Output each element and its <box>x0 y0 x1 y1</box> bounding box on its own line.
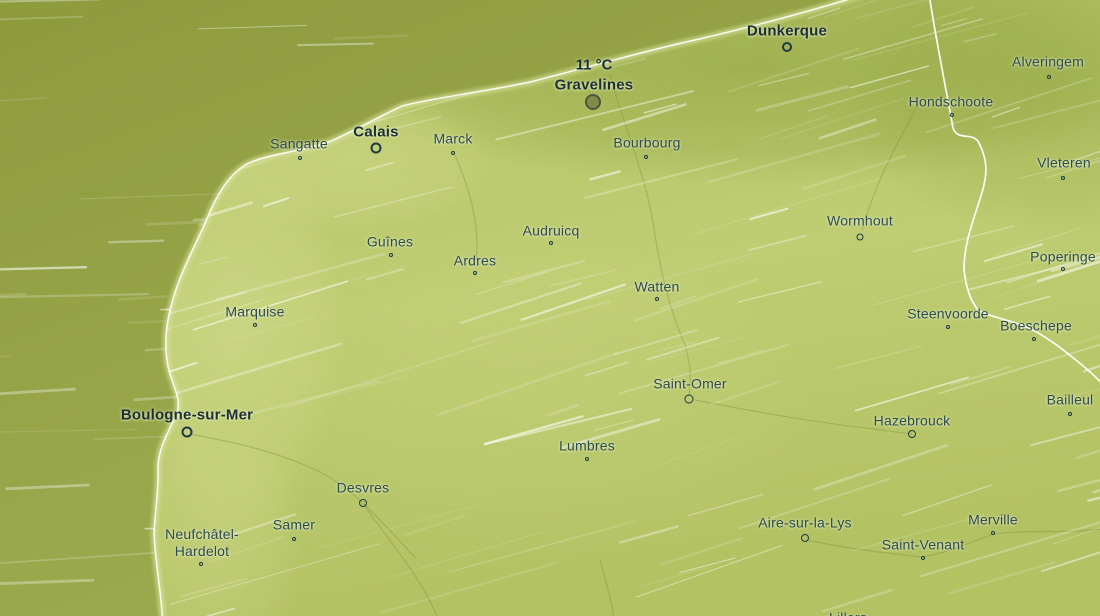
city-marker-sangatte[interactable] <box>298 156 302 160</box>
city-label-dunkerque: Dunkerque <box>746 22 828 40</box>
city-marker-hazebrouck[interactable] <box>908 430 916 438</box>
city-label-bailleul: Bailleul <box>1046 391 1094 408</box>
city-label-watten: Watten <box>634 278 680 295</box>
city-label-ardres: Ardres <box>453 252 497 269</box>
city-marker-marck[interactable] <box>451 151 455 155</box>
city-label-vleteren: Vleteren <box>1037 154 1091 171</box>
city-marker-merville[interactable] <box>991 531 995 535</box>
city-marker-wormhout[interactable] <box>856 233 864 241</box>
city-label-alveringem: Alveringem <box>1011 53 1085 70</box>
city-label-samer: Samer <box>272 516 316 533</box>
city-marker-dunkerque[interactable] <box>782 42 792 52</box>
city-label-poperinge: Poperinge <box>1030 248 1096 265</box>
city-label-marck: Marck <box>433 130 473 147</box>
city-marker-boulogne-sur-mer[interactable] <box>181 426 193 438</box>
city-label-steenvoorde: Steenvoorde <box>907 305 989 322</box>
city-label-desvres: Desvres <box>336 479 390 496</box>
city-marker-aire-sur-la-lys[interactable] <box>801 534 809 542</box>
city-label-sangatte: Sangatte <box>270 135 328 152</box>
city-marker-lumbres[interactable] <box>585 457 589 461</box>
city-marker-audruicq[interactable] <box>549 241 553 245</box>
city-label-lillers: Lillers <box>829 610 867 616</box>
city-marker-desvres[interactable] <box>359 499 367 507</box>
road-lines <box>189 74 1100 616</box>
city-marker-samer[interactable] <box>292 537 296 541</box>
city-label-neufchatel-hardelot: Neufchâtel- Hardelot <box>165 526 239 559</box>
city-marker-calais[interactable] <box>370 142 382 154</box>
temperature-label: 11 °C <box>575 56 613 74</box>
city-label-saint-venant: Saint-Venant <box>881 536 965 553</box>
city-marker-watten[interactable] <box>655 297 659 301</box>
city-marker-guines[interactable] <box>389 253 393 257</box>
city-label-merville: Merville <box>968 511 1018 528</box>
city-marker-poperinge[interactable] <box>1061 267 1065 271</box>
coastline <box>153 0 849 616</box>
city-marker-boeschepe[interactable] <box>1032 337 1036 341</box>
city-label-hazebrouck: Hazebrouck <box>873 412 951 429</box>
city-label-calais: Calais <box>353 123 399 141</box>
city-marker-marquise[interactable] <box>253 323 257 327</box>
city-marker-saint-omer[interactable] <box>684 394 694 404</box>
city-label-bourbourg: Bourbourg <box>613 134 681 151</box>
city-label-boeschepe: Boeschepe <box>1000 317 1072 334</box>
city-marker-ardres[interactable] <box>473 271 477 275</box>
city-marker-alveringem[interactable] <box>1047 75 1051 79</box>
city-label-lumbres: Lumbres <box>559 437 615 454</box>
city-label-hondschoote: Hondschoote <box>908 93 994 110</box>
terrain-shading <box>125 0 1100 616</box>
city-marker-gravelines[interactable] <box>585 94 601 110</box>
city-marker-hondschoote[interactable] <box>950 113 954 117</box>
city-label-gravelines: Gravelines <box>554 76 634 94</box>
country-border-line <box>929 0 1100 383</box>
city-label-marquise: Marquise <box>225 303 285 320</box>
city-label-aire-sur-la-lys: Aire-sur-la-Lys <box>758 514 852 531</box>
city-label-guines: Guînes <box>366 233 414 250</box>
city-label-audruicq: Audruicq <box>522 222 580 239</box>
city-label-saint-omer: Saint-Omer <box>653 375 727 392</box>
city-marker-neufchatel-hardelot[interactable] <box>199 562 203 566</box>
city-marker-bourbourg[interactable] <box>644 155 648 159</box>
city-marker-bailleul[interactable] <box>1068 412 1072 416</box>
city-marker-vleteren[interactable] <box>1061 176 1065 180</box>
city-label-wormhout: Wormhout <box>827 212 893 229</box>
city-marker-saint-venant[interactable] <box>921 556 925 560</box>
city-marker-steenvoorde[interactable] <box>946 325 950 329</box>
city-label-boulogne-sur-mer: Boulogne-sur-Mer <box>120 406 254 424</box>
sea-area <box>0 0 847 616</box>
